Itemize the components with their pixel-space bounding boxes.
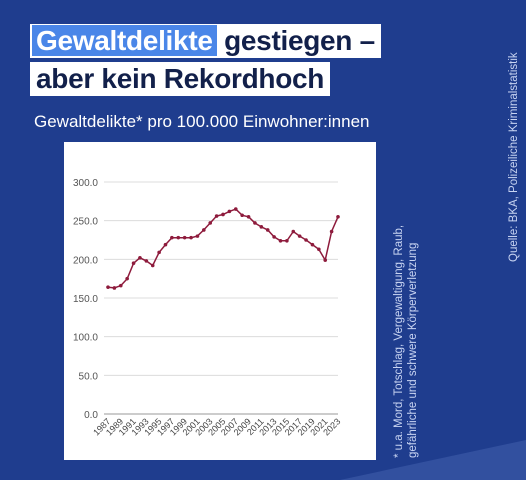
y-tick-label: 250.0 xyxy=(73,217,98,228)
data-point xyxy=(150,263,155,268)
footnote-line-2: gefährliche und schwere Körperverletzung xyxy=(407,242,419,458)
data-point xyxy=(272,235,276,239)
data-point xyxy=(157,250,161,255)
data-point xyxy=(317,247,321,252)
data-point xyxy=(265,228,270,232)
data-point xyxy=(214,214,219,218)
y-tick-label: 0.0 xyxy=(84,410,98,421)
data-point xyxy=(176,235,181,240)
data-point xyxy=(118,283,123,288)
title-highlight: Gewaltdelikte xyxy=(32,25,217,56)
data-point xyxy=(208,221,213,225)
data-point xyxy=(189,235,193,240)
data-point xyxy=(195,234,200,238)
y-tick-label: 100.0 xyxy=(73,333,98,344)
data-point xyxy=(240,213,244,218)
data-point xyxy=(106,285,110,289)
footnote-line-1: * u.a. Mord, Totschlag, Vergewaltigung, … xyxy=(393,224,405,458)
data-point xyxy=(304,238,308,242)
data-point xyxy=(253,221,257,225)
data-point xyxy=(291,229,296,234)
y-tick-label: 50.0 xyxy=(79,371,99,382)
data-point xyxy=(246,215,251,219)
data-point xyxy=(285,238,289,243)
data-point xyxy=(233,207,238,211)
y-tick-label: 200.0 xyxy=(73,255,98,266)
y-tick-label: 150.0 xyxy=(73,294,98,305)
data-point xyxy=(144,259,149,263)
chart-subtitle: Gewaltdelikte* pro 100.000 Einwohner:inn… xyxy=(34,112,370,131)
data-point xyxy=(138,255,142,260)
data-point xyxy=(112,286,117,290)
data-point xyxy=(297,234,302,238)
data-point xyxy=(278,238,283,243)
chart-card: 0.0 50.0 100.0 150.0 200.0 250.0 300.0 1987 1989… xyxy=(64,142,376,460)
data-point xyxy=(227,209,232,214)
data-point xyxy=(336,215,340,219)
data-point xyxy=(202,228,206,232)
y-tick-label: 300.0 xyxy=(73,178,98,189)
title-line-2: aber kein Rekordhoch xyxy=(30,62,331,96)
data-point xyxy=(259,225,264,229)
footnote: * u.a. Mord, Totschlag, Vergewaltigung, … xyxy=(392,225,420,458)
data-point xyxy=(125,276,129,281)
data-point xyxy=(323,258,328,262)
line-chart: 0.050.0100.0150.0200.0250.0300.019871989… xyxy=(73,178,342,438)
source-note: Quelle: BKA, Polizeiliche Kriminalstatis… xyxy=(508,52,520,262)
data-point xyxy=(182,235,187,240)
data-point xyxy=(131,261,136,265)
title-rest: gestiegen – xyxy=(216,25,375,56)
data-point xyxy=(163,242,168,247)
data-point xyxy=(221,212,225,217)
data-point xyxy=(170,235,174,240)
data-point xyxy=(310,242,315,247)
data-point xyxy=(329,229,334,234)
title-line-1: Gewaltdelikte gestiegen – xyxy=(30,24,381,58)
